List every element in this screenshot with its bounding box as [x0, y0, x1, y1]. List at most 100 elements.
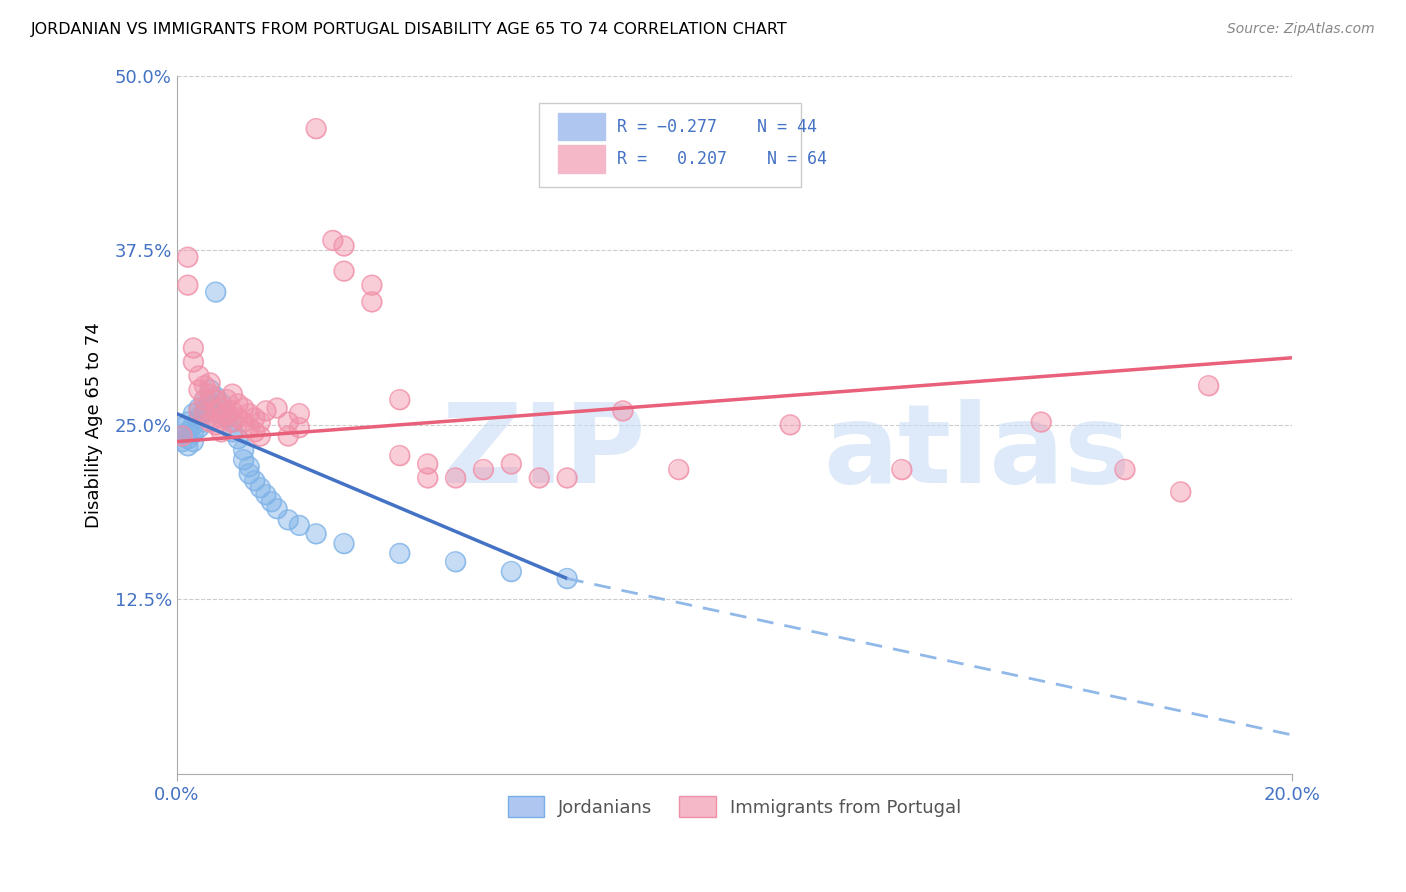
- Text: atlas: atlas: [824, 400, 1130, 507]
- Point: [226, 410, 249, 425]
- Point: [204, 404, 226, 418]
- Point: [232, 442, 254, 457]
- Point: [360, 278, 382, 293]
- Point: [416, 457, 439, 471]
- Text: JORDANIAN VS IMMIGRANTS FROM PORTUGAL DISABILITY AGE 65 TO 74 CORRELATION CHART: JORDANIAN VS IMMIGRANTS FROM PORTUGAL DI…: [31, 22, 787, 37]
- Point: [243, 425, 266, 439]
- Point: [215, 392, 238, 407]
- Text: R = −0.277    N = 44: R = −0.277 N = 44: [617, 118, 817, 136]
- Point: [416, 471, 439, 485]
- Point: [209, 425, 232, 439]
- Point: [204, 390, 226, 404]
- Point: [305, 526, 328, 541]
- Point: [183, 341, 205, 355]
- Point: [198, 397, 221, 411]
- Point: [193, 392, 215, 407]
- Point: [555, 471, 578, 485]
- Point: [221, 387, 243, 401]
- Point: [172, 434, 194, 449]
- Point: [193, 404, 215, 418]
- Point: [188, 368, 211, 383]
- Point: [177, 425, 200, 439]
- Point: [188, 401, 211, 415]
- Point: [221, 415, 243, 429]
- Point: [183, 407, 205, 421]
- Point: [193, 415, 215, 429]
- Point: [333, 264, 356, 278]
- Point: [172, 429, 194, 443]
- Point: [288, 407, 311, 421]
- Point: [209, 397, 232, 411]
- Point: [221, 387, 243, 401]
- FancyBboxPatch shape: [540, 103, 801, 187]
- Point: [360, 294, 382, 309]
- Point: [243, 425, 266, 439]
- Text: ZIP: ZIP: [441, 400, 645, 507]
- Point: [238, 459, 260, 474]
- Point: [177, 432, 200, 446]
- Point: [209, 407, 232, 421]
- Point: [249, 429, 271, 443]
- Point: [249, 481, 271, 495]
- Point: [193, 392, 215, 407]
- Point: [668, 462, 690, 476]
- Point: [238, 407, 260, 421]
- Point: [555, 471, 578, 485]
- Point: [177, 250, 200, 264]
- Point: [472, 462, 495, 476]
- Point: [254, 488, 277, 502]
- Point: [333, 264, 356, 278]
- Point: [388, 449, 411, 463]
- Point: [193, 392, 215, 407]
- Point: [177, 278, 200, 293]
- Text: Source: ZipAtlas.com: Source: ZipAtlas.com: [1227, 22, 1375, 37]
- Point: [198, 383, 221, 397]
- Point: [221, 415, 243, 429]
- Point: [266, 501, 288, 516]
- Point: [204, 392, 226, 407]
- Point: [1114, 462, 1136, 476]
- Point: [333, 239, 356, 253]
- Point: [177, 415, 200, 429]
- Point: [221, 425, 243, 439]
- Point: [215, 407, 238, 421]
- Point: [238, 459, 260, 474]
- Point: [221, 404, 243, 418]
- Point: [198, 387, 221, 401]
- Point: [232, 415, 254, 429]
- Point: [172, 420, 194, 434]
- Point: [288, 518, 311, 533]
- Point: [243, 474, 266, 488]
- Point: [188, 383, 211, 397]
- Point: [260, 494, 283, 508]
- Point: [1170, 484, 1192, 499]
- Point: [188, 404, 211, 418]
- Point: [305, 121, 328, 136]
- Point: [238, 467, 260, 481]
- Point: [193, 378, 215, 392]
- Point: [209, 410, 232, 425]
- Point: [238, 407, 260, 421]
- Point: [183, 417, 205, 432]
- Point: [172, 434, 194, 449]
- Point: [260, 494, 283, 508]
- Point: [226, 432, 249, 446]
- Point: [188, 368, 211, 383]
- Point: [333, 536, 356, 550]
- Point: [360, 278, 382, 293]
- Point: [277, 513, 299, 527]
- Point: [1198, 378, 1220, 392]
- Point: [444, 555, 467, 569]
- Point: [204, 417, 226, 432]
- Point: [177, 439, 200, 453]
- Point: [779, 417, 801, 432]
- Point: [209, 410, 232, 425]
- Point: [266, 501, 288, 516]
- Point: [444, 555, 467, 569]
- Point: [243, 410, 266, 425]
- Point: [172, 429, 194, 443]
- Point: [193, 404, 215, 418]
- Point: [305, 526, 328, 541]
- Point: [177, 425, 200, 439]
- Point: [501, 565, 523, 579]
